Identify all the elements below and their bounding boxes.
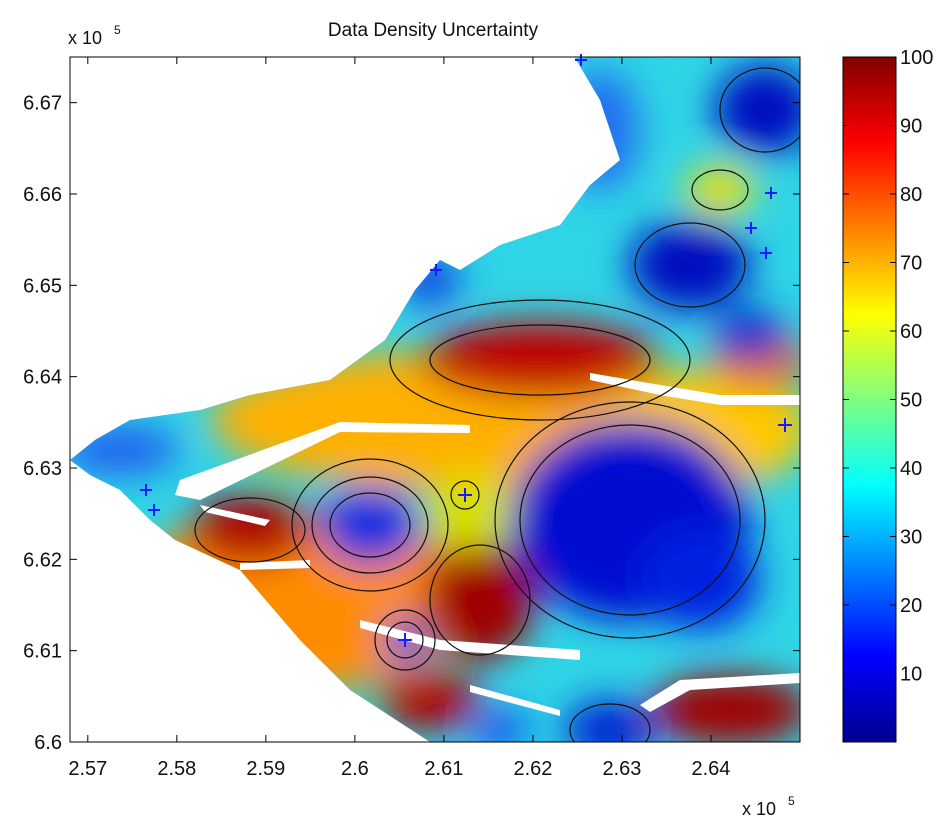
contour <box>311 476 429 574</box>
contour <box>291 458 449 592</box>
colorbar-ticks: 10 20 30 40 50 60 70 80 90 100 <box>843 47 933 686</box>
sample-marker <box>760 247 772 259</box>
heat-blob <box>650 675 800 742</box>
x-tick-label: 2.57 <box>68 758 107 780</box>
void-strip <box>175 422 470 500</box>
x-tick-label: 2.63 <box>602 758 641 780</box>
sample-marker <box>745 222 757 234</box>
y-tick-label: 6.65 <box>23 275 62 297</box>
x-tick-label: 2.62 <box>513 758 552 780</box>
contour <box>691 169 749 211</box>
x-multiplier: x 10 <box>742 799 776 819</box>
y-tick-label: 6.63 <box>23 458 62 480</box>
sample-marker <box>398 633 412 647</box>
colorbar-tick-label: 70 <box>900 253 922 275</box>
contour <box>429 544 531 656</box>
sample-marker <box>140 484 152 496</box>
colorbar-tick-label: 30 <box>900 527 922 549</box>
x-tick-label: 2.64 <box>692 758 731 780</box>
contour <box>389 299 691 421</box>
sample-marker <box>430 264 442 276</box>
y-axis-ticks: 6.6 6.61 6.62 6.63 6.64 6.65 6.66 6.67 <box>23 93 800 754</box>
contour <box>194 497 306 563</box>
x-tick-label: 2.59 <box>246 758 285 780</box>
void-strip <box>200 505 270 526</box>
y-tick-label: 6.66 <box>23 184 62 206</box>
sample-marker <box>575 54 587 66</box>
y-multiplier-exponent: 5 <box>114 23 121 37</box>
heat-blob <box>685 165 755 215</box>
contour <box>329 492 411 558</box>
heat-blob <box>380 670 480 730</box>
heat-blob <box>320 485 420 565</box>
void-strip <box>640 673 800 712</box>
heat-blob <box>640 530 760 630</box>
x-multiplier-exponent: 5 <box>788 794 795 808</box>
contour <box>429 324 651 396</box>
colorbar-tick-label: 50 <box>900 390 922 412</box>
colorbar-tick-label: 100 <box>900 47 933 69</box>
colorbar-tick-label: 20 <box>900 595 922 617</box>
sample-markers <box>140 54 792 647</box>
colorbar-tick-label: 10 <box>900 664 922 686</box>
y-tick-label: 6.61 <box>23 641 62 663</box>
void-strip <box>470 685 560 716</box>
y-tick-label: 6.6 <box>34 732 62 754</box>
colorbar <box>842 56 897 743</box>
data-voids <box>175 373 800 716</box>
contour <box>450 480 480 510</box>
x-axis-ticks: 2.57 2.58 2.59 2.6 2.61 2.62 2.63 2.64 <box>68 57 730 780</box>
contour <box>386 621 424 659</box>
void-strip <box>360 620 580 660</box>
heat-blob <box>715 65 800 155</box>
axes-box <box>69 56 801 743</box>
y-multiplier: x 10 <box>68 28 102 48</box>
heat-blob <box>470 710 530 742</box>
void-strip <box>240 560 310 570</box>
contour <box>519 424 741 616</box>
contour <box>719 67 800 153</box>
colorbar-tick-label: 80 <box>900 184 922 206</box>
contour <box>634 222 746 308</box>
x-tick-label: 2.58 <box>157 758 196 780</box>
sample-marker <box>148 504 160 516</box>
contour-lines <box>194 67 800 742</box>
sample-marker <box>458 488 472 502</box>
y-tick-label: 6.64 <box>23 367 62 389</box>
y-tick-label: 6.62 <box>23 549 62 571</box>
chart-title: Data Density Uncertainty <box>328 20 539 41</box>
colorbar-tick-label: 60 <box>900 321 922 343</box>
heat-blob <box>630 220 750 310</box>
contour <box>374 609 436 671</box>
contour <box>494 401 766 639</box>
colorbar-tick-label: 90 <box>900 116 922 138</box>
sample-marker <box>765 187 777 199</box>
contour <box>569 703 651 742</box>
x-tick-label: 2.61 <box>424 758 463 780</box>
x-tick-label: 2.6 <box>341 758 369 780</box>
void-strip <box>590 373 800 405</box>
colorbar-tick-label: 40 <box>900 458 922 480</box>
heat-blob <box>565 700 655 742</box>
heat-blob <box>715 310 785 360</box>
sample-marker <box>778 418 792 432</box>
y-tick-label: 6.67 <box>23 93 62 115</box>
